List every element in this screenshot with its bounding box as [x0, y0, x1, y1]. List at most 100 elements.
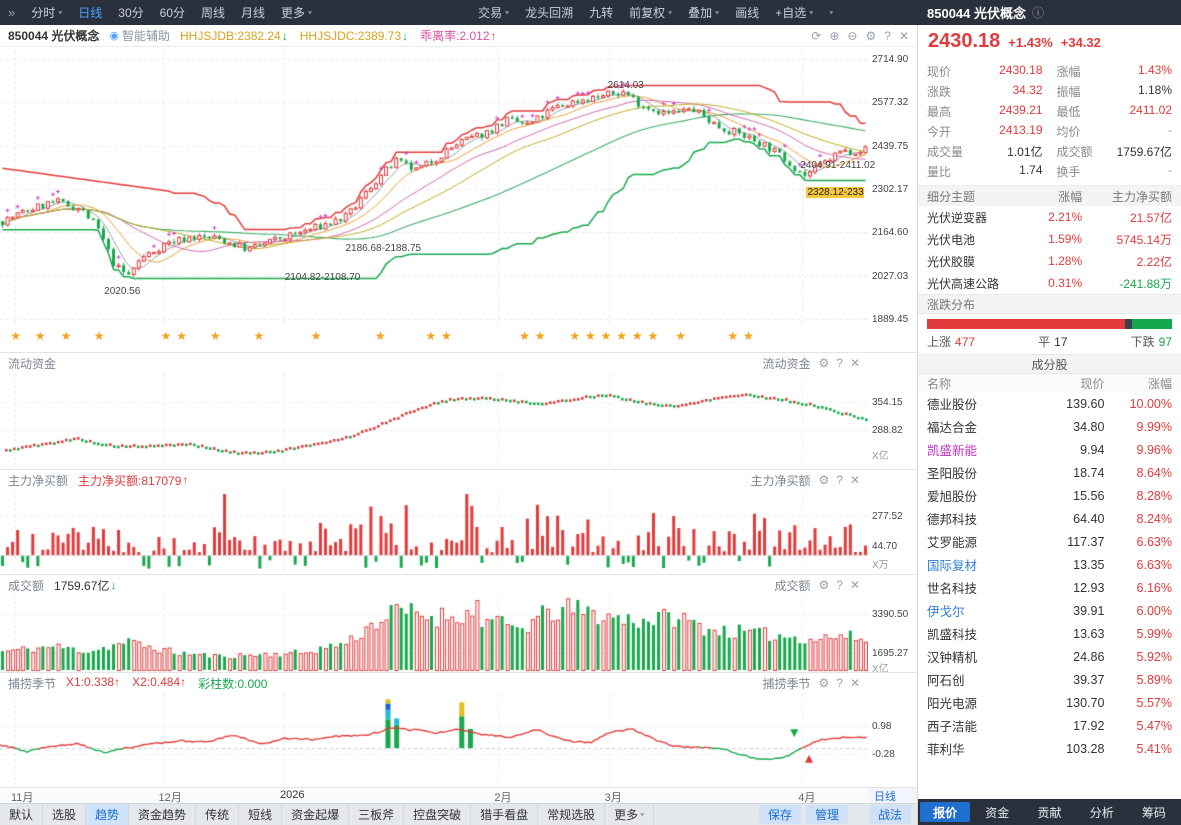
liquid-funds-plot[interactable]: 流动资金 流动资金 ⚙? ✕	[0, 353, 868, 470]
constituent-row[interactable]: 菲利华 103.28 5.41%	[918, 737, 1181, 760]
settings-icon[interactable]: ⚙	[818, 578, 830, 592]
tool-draw-line[interactable]: 画线	[727, 0, 767, 25]
star-marker: ★	[569, 329, 581, 343]
tool-forward-adjust[interactable]: 前复权 ▾	[621, 0, 680, 25]
main-buy-y-axis: 277.52 44.70 X万	[868, 470, 917, 574]
constituent-row[interactable]: 阳光电源 130.70 5.57%	[918, 691, 1181, 714]
constituent-row[interactable]: 艾罗能源 117.37 6.63%	[918, 530, 1181, 553]
zoom-in-icon[interactable]: ⊕	[829, 28, 840, 43]
preset-hunter-watch[interactable]: 猎手看盘	[471, 804, 539, 825]
preset-control-breakout[interactable]: 控盘突破	[404, 804, 472, 825]
tool-add-watchlist[interactable]: +自选 ▾	[767, 0, 821, 25]
tool-trade[interactable]: 交易 ▾	[470, 0, 517, 25]
panel-icons: ⚙? ✕	[818, 473, 860, 487]
theme-row[interactable]: 光伏高速公路 0.31% -241.88万	[918, 272, 1181, 294]
constituent-row[interactable]: 汉钟精机 24.86 5.92%	[918, 645, 1181, 668]
tool-nine-turn[interactable]: 九转	[581, 0, 621, 25]
constituent-row[interactable]: 阿石创 39.37 5.89%	[918, 668, 1181, 691]
period-timeshare[interactable]: 分时 ▾	[23, 0, 70, 25]
tab-chips[interactable]: 筹码	[1141, 805, 1166, 820]
tab-quote[interactable]: 报价	[920, 802, 971, 822]
preset-stock-pick[interactable]: 选股	[43, 804, 87, 825]
constituent-row[interactable]: 圣阳股份 18.74 8.64%	[918, 461, 1181, 484]
kline-canvas[interactable]	[0, 47, 868, 329]
stock-name: 西子洁能	[927, 720, 978, 734]
preset-trend[interactable]: 趋势	[86, 804, 130, 825]
close-icon[interactable]: ✕	[849, 676, 860, 690]
turnover-canvas[interactable]	[0, 575, 868, 673]
constituent-row[interactable]: 凯盛科技 13.63 5.99%	[918, 622, 1181, 645]
stock-price: 18.74	[1073, 465, 1105, 480]
stock-change-pct: 5.99%	[1136, 626, 1172, 641]
constituent-row[interactable]: 德业股份 139.60 10.00%	[918, 392, 1181, 415]
main-buy-plot[interactable]: 主力净买额 主力净买额:817079 ↑ 主力净买额 ⚙? ✕	[0, 470, 868, 575]
theme-row[interactable]: 光伏逆变器 2.21% 21.57亿	[918, 206, 1181, 228]
month-labels: 11月 12月 2026 2月 3月 4月	[0, 788, 868, 804]
period-30min[interactable]: 30分	[110, 0, 151, 25]
constituent-row[interactable]: 福达合金 34.80 9.99%	[918, 415, 1181, 438]
settings-icon[interactable]: ⚙	[818, 356, 830, 370]
panel-icons: ⚙? ✕	[818, 356, 860, 370]
theme-row[interactable]: 光伏胶膜 1.28% 2.22亿	[918, 250, 1181, 272]
period-monthly[interactable]: 月线	[233, 0, 273, 25]
period-more[interactable]: 更多 ▾	[273, 0, 320, 25]
period-daily[interactable]: 日线	[70, 0, 110, 25]
close-icon[interactable]: ✕	[898, 28, 909, 43]
period-axis-label[interactable]: 日线	[868, 788, 917, 803]
tab-funds[interactable]: 资金	[985, 805, 1010, 820]
theme-name: 光伏胶膜	[927, 254, 976, 269]
help-icon[interactable]: ?	[836, 578, 843, 592]
turnover-y-axis: 3390.50 1695.27 X亿	[868, 575, 917, 675]
decliners-count: 下跌 97	[1130, 334, 1172, 350]
main-buy-canvas[interactable]	[0, 470, 868, 575]
preset-traditional[interactable]: 传统	[196, 804, 240, 825]
zoom-out-icon[interactable]: ⊖	[847, 28, 858, 43]
tab-analysis[interactable]: 分析	[1089, 805, 1114, 820]
settings-icon[interactable]: ⚙	[818, 676, 830, 690]
period-60min[interactable]: 60分	[152, 0, 193, 25]
close-icon[interactable]: ✕	[849, 473, 860, 487]
action-manage[interactable]: 管理	[805, 805, 848, 824]
constituent-row[interactable]: 爱旭股份 15.56 8.28%	[918, 484, 1181, 507]
help-icon[interactable]: ?	[836, 473, 843, 487]
liquid-funds-canvas[interactable]	[0, 353, 868, 470]
preset-fund-trend[interactable]: 资金趋势	[129, 804, 197, 825]
preset-fund-burst[interactable]: 资金起爆	[282, 804, 350, 825]
fishing-season-canvas[interactable]	[0, 673, 868, 788]
constituent-row[interactable]: 凯盛新能 9.94 9.96%	[918, 438, 1181, 461]
preset-default[interactable]: 默认	[0, 804, 44, 825]
kline-plot[interactable]: 2614.032404.91-2411.022328.12-2330.23218…	[0, 47, 875, 352]
settings-icon[interactable]: ⚙	[865, 28, 877, 43]
action-save[interactable]: 保存	[758, 805, 801, 824]
preset-three-axes[interactable]: 三板斧	[349, 804, 405, 825]
tool-leader-review[interactable]: 龙头回溯	[517, 0, 581, 25]
preset-regular-pick[interactable]: 常规选股	[538, 804, 606, 825]
action-strategy[interactable]: 战法	[868, 805, 911, 824]
preset-more[interactable]: 更多 ▾	[605, 804, 655, 825]
smart-assist-toggle[interactable]: ◉ 智能辅助	[109, 27, 170, 44]
help-icon[interactable]: ?	[836, 356, 843, 370]
tool-extra[interactable]: ▾	[821, 0, 841, 25]
constituent-row[interactable]: 国际复材 13.35 6.63%	[918, 553, 1181, 576]
help-icon[interactable]: ?	[884, 28, 891, 43]
tab-contribution[interactable]: 贡献	[1037, 805, 1062, 820]
close-icon[interactable]: ✕	[849, 356, 860, 370]
info-icon[interactable]: ⓘ	[1032, 6, 1045, 20]
collapse-icon[interactable]: »	[8, 5, 16, 20]
refresh-icon[interactable]: ⟳	[811, 28, 822, 43]
fishing-season-plot[interactable]: 捕捞季节 X1:0.338↑ X2:0.484↑ 彩柱数:0.000 捕捞季节 ⚙?…	[0, 673, 868, 788]
close-icon[interactable]: ✕	[849, 578, 860, 592]
theme-row[interactable]: 光伏电池 1.59% 5745.14万	[918, 228, 1181, 250]
constituent-row[interactable]: 世名科技 12.93 6.16%	[918, 576, 1181, 599]
settings-icon[interactable]: ⚙	[818, 473, 830, 487]
constituent-row[interactable]: 西子洁能 17.92 5.47%	[918, 714, 1181, 737]
preset-short-term[interactable]: 短线	[239, 804, 283, 825]
constituent-row[interactable]: 伊戈尔 39.91 6.00%	[918, 599, 1181, 622]
constituent-row[interactable]: 德邦科技 64.40 8.24%	[918, 507, 1181, 530]
stat-label: 振幅	[1056, 84, 1081, 99]
help-icon[interactable]: ?	[836, 676, 843, 690]
period-weekly[interactable]: 周线	[193, 0, 233, 25]
panel-title: 成交额	[8, 578, 45, 593]
turnover-plot[interactable]: 成交额 1759.67亿 ↓ 成交额 ⚙? ✕	[0, 575, 868, 673]
tool-overlay[interactable]: 叠加 ▾	[680, 0, 727, 25]
